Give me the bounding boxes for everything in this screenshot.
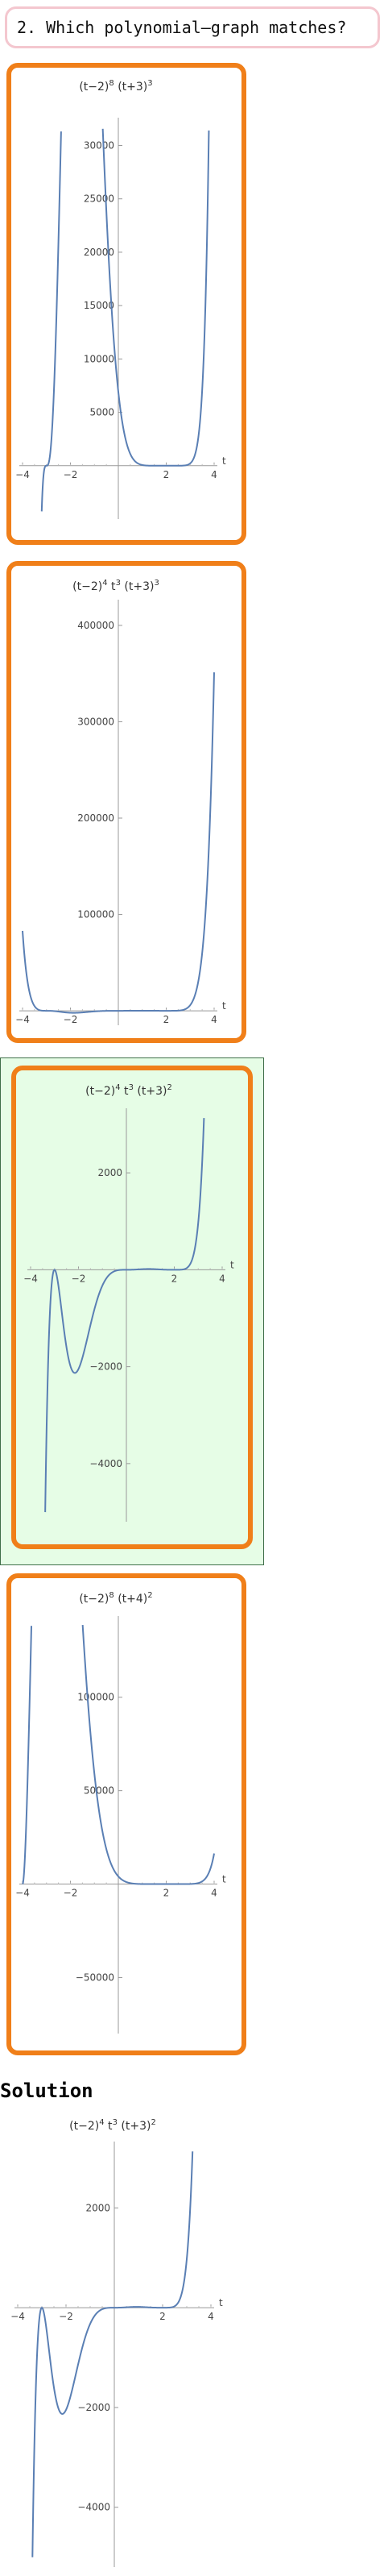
x-tick-label: −4: [15, 469, 30, 480]
y-tick-label: 30000: [84, 139, 114, 151]
x-axis-label: t: [230, 1259, 234, 1270]
x-tick-label: −4: [15, 1888, 30, 1899]
y-tick-label: 20000: [84, 247, 114, 258]
solution-plot: (t−2)4 t3 (t+3)2 t −4 −2 2 4 −4000 −2000 2000: [10, 2118, 223, 2567]
x-tick-label: 2: [163, 469, 170, 480]
x-tick-label: −4: [23, 1273, 38, 1284]
option-1-card[interactable]: (t−2)8 (t+3)3 t −4 −2 2 4 5000 10000 15000 20000 2…: [6, 63, 246, 545]
x-tick-label: 2: [163, 1888, 170, 1899]
y-tick-label: 200000: [77, 812, 114, 824]
y-tick-label: 2000: [85, 2202, 110, 2213]
x-tick-label: 4: [211, 1014, 217, 1025]
x-axis-label: t: [222, 1000, 226, 1012]
y-tick-label: 5000: [89, 407, 114, 418]
x-axis-label: t: [222, 1874, 226, 1885]
series-line: [22, 1625, 215, 1885]
x-tick-label: −2: [72, 1273, 86, 1284]
option-2-card[interactable]: (t−2)4 t3 (t+3)3 t −4 −2 2 4 100000 200000 30000…: [6, 561, 246, 1043]
x-tick-label: −2: [64, 1888, 78, 1899]
x-tick-label: 4: [211, 469, 217, 480]
x-tick-label: 4: [219, 1273, 225, 1284]
y-tick-label: 2000: [97, 1167, 122, 1178]
option-3-selected-highlight: [0, 1057, 264, 1565]
option-4-card[interactable]: (t−2)8 (t+4)2 t −4 −2 2 4 −50000 50000 100000: [6, 1573, 246, 2055]
y-tick-label: 10000: [84, 353, 114, 364]
option-3-plot: (t−2)4 t3 (t+3)2 t −4 −2 2 4 −4000 −2000 2000: [23, 1083, 234, 1522]
x-tick-label: 2: [171, 1273, 178, 1284]
chart-title: (t−2)8 (t+3)3: [79, 79, 152, 93]
question-box: 2. Which polynomial–graph matches?: [5, 6, 380, 48]
chart-title: (t−2)4 t3 (t+3)2: [69, 2118, 156, 2133]
y-tick-label: −4000: [77, 2502, 110, 2513]
y-tick-label: −4000: [89, 1458, 122, 1469]
y-tick-label: 25000: [84, 193, 114, 205]
y-tick-label: −2000: [77, 2402, 110, 2413]
option-1-plot: (t−2)8 (t+3)3 t −4 −2 2 4 5000 10000 15000 20000 2…: [15, 79, 226, 519]
y-tick-label: 15000: [84, 300, 114, 311]
y-tick-label: 100000: [77, 1692, 114, 1703]
solution-title: Solution: [0, 2079, 93, 2102]
series-line: [44, 1118, 205, 1513]
series-line: [40, 128, 210, 512]
y-tick-label: 100000: [77, 909, 114, 920]
question-text: 2. Which polynomial–graph matches?: [17, 18, 347, 37]
series-line: [31, 2151, 194, 2557]
x-tick-label: −2: [64, 469, 78, 480]
x-tick-label: −4: [15, 1014, 30, 1025]
x-tick-label: −2: [59, 2311, 73, 2322]
y-tick-label: 400000: [77, 620, 114, 631]
chart-title: (t−2)4 t3 (t+3)2: [85, 1083, 172, 1098]
x-tick-label: 2: [163, 1014, 170, 1025]
x-tick-label: 4: [211, 1888, 217, 1899]
x-tick-label: 4: [208, 2311, 214, 2322]
y-tick-label: −50000: [76, 1971, 114, 1983]
series-line: [22, 672, 215, 1014]
x-axis-label: t: [219, 2297, 223, 2308]
option-3-card[interactable]: (t−2)4 t3 (t+3)2 t −4 −2 2 4 −4000 −2000 2000: [11, 1066, 253, 1549]
x-tick-label: 2: [159, 2311, 166, 2322]
option-4-plot: (t−2)8 (t+4)2 t −4 −2 2 4 −50000 50000 100000: [15, 1591, 226, 2034]
chart-title: (t−2)4 t3 (t+3)3: [72, 579, 159, 593]
y-tick-label: 300000: [77, 716, 114, 727]
y-tick-label: 50000: [84, 1785, 114, 1797]
x-axis-label: t: [222, 455, 226, 467]
y-tick-label: −2000: [89, 1361, 122, 1373]
x-tick-label: −2: [64, 1014, 78, 1025]
option-2-plot: (t−2)4 t3 (t+3)3 t −4 −2 2 4 100000 200000 30000…: [15, 579, 226, 1025]
chart-title: (t−2)8 (t+4)2: [79, 1591, 152, 1606]
x-tick-label: −4: [10, 2311, 25, 2322]
